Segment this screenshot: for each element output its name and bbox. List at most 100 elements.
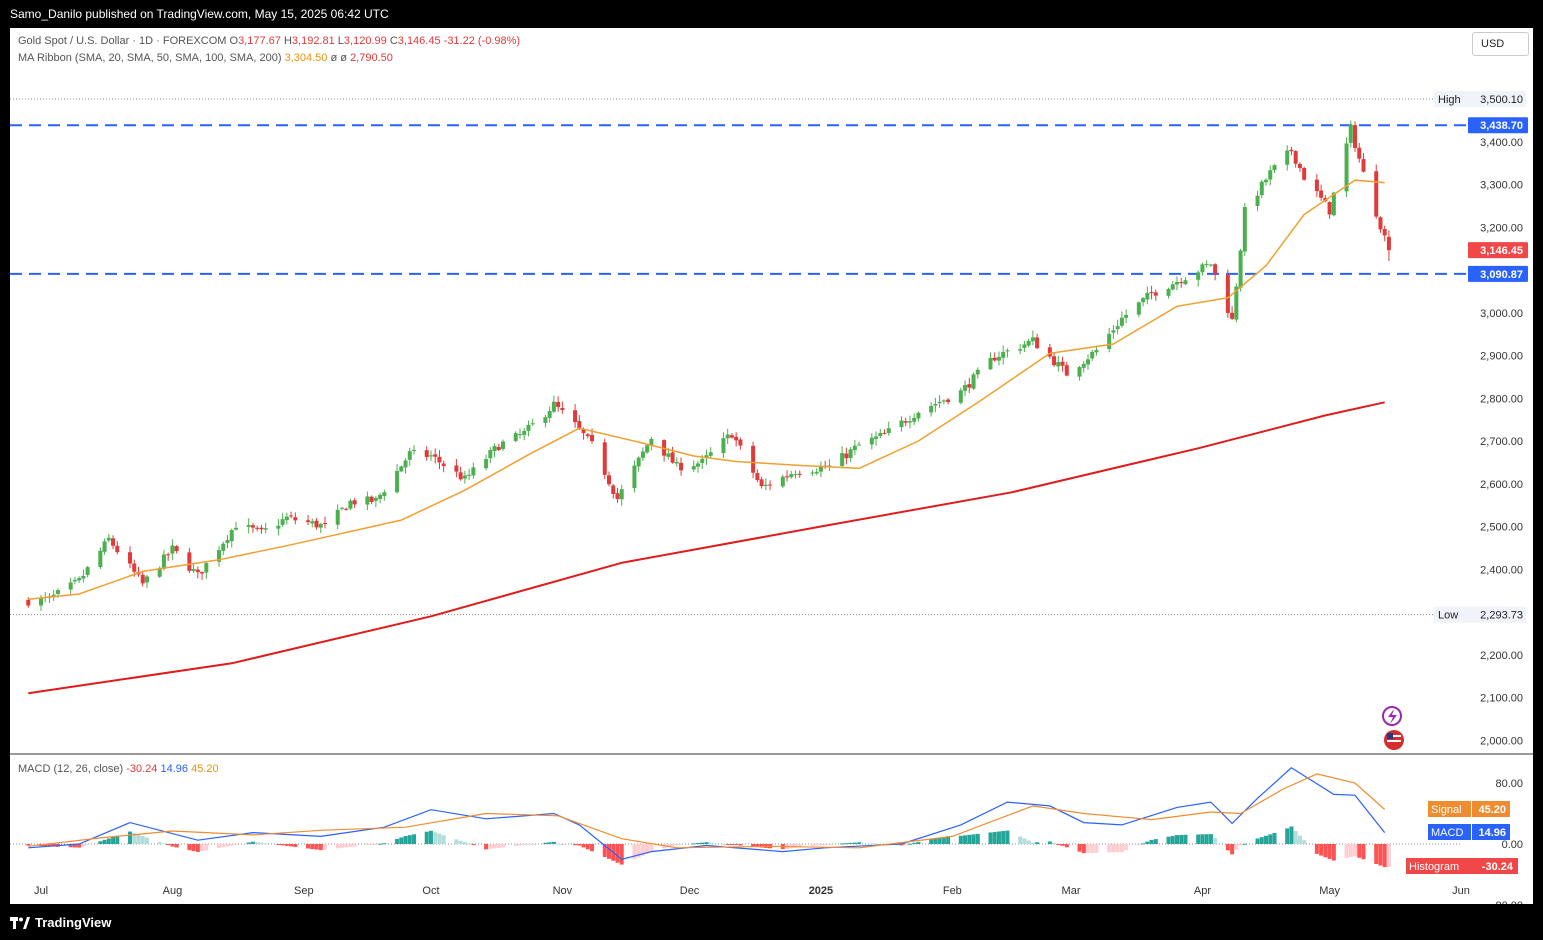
price-tick-label: 2,500.00 xyxy=(1480,522,1523,534)
macd-histogram-bar xyxy=(280,844,285,846)
macd-histogram-bar xyxy=(43,844,48,847)
time-tick-label: Jun xyxy=(1452,885,1470,897)
macd-histogram-bar xyxy=(526,844,531,845)
candle-body xyxy=(916,412,921,419)
candle-body xyxy=(1183,280,1188,285)
candle-body xyxy=(738,439,743,446)
candle-body xyxy=(441,463,446,467)
macd-histogram-bar xyxy=(403,836,408,844)
candle-body xyxy=(250,525,255,528)
macd-histogram-bar xyxy=(140,836,145,844)
histogram-tag-label: Histogram xyxy=(1409,861,1459,873)
macd-axis-top-label: 80.00 xyxy=(1495,778,1523,790)
macd-histogram-bar xyxy=(1035,842,1040,844)
candle-body xyxy=(1353,125,1358,148)
candle-body xyxy=(878,433,883,436)
candle-body xyxy=(755,473,760,481)
price-tick-label: 2,700.00 xyxy=(1480,436,1523,448)
chart-svg[interactable]: 2,000.002,100.002,200.002,300.002,400.00… xyxy=(10,28,1533,904)
candle-body xyxy=(1297,163,1302,169)
candle-body xyxy=(467,474,472,476)
time-tick-label: Mar xyxy=(1062,885,1081,897)
macd-histogram-bar xyxy=(1094,844,1099,853)
macd-histogram-bar xyxy=(77,844,82,848)
candle-body xyxy=(454,465,459,472)
candle-body xyxy=(530,423,535,425)
price-tick-label: 3,400.00 xyxy=(1480,137,1523,149)
candle-body xyxy=(1293,151,1298,164)
candle-body xyxy=(1213,264,1218,274)
candle-body xyxy=(1081,363,1086,368)
macd-histogram-bar xyxy=(462,842,467,844)
candle-body xyxy=(899,420,904,428)
macd-histogram-bar xyxy=(912,842,917,844)
candle-body xyxy=(195,569,200,573)
macd-histogram-bar xyxy=(827,844,832,845)
macd-histogram-bar xyxy=(679,844,684,845)
macd-histogram-bar xyxy=(522,844,527,846)
macd-histogram-bar xyxy=(543,842,548,844)
candle-body xyxy=(1115,326,1120,330)
candle-body xyxy=(789,474,794,478)
close-value: 3,146.45 xyxy=(397,35,441,47)
candle-body xyxy=(517,434,522,436)
macd-histogram-bar xyxy=(734,844,739,846)
candle-body xyxy=(306,520,311,523)
macd-histogram-bar xyxy=(1018,836,1023,844)
candle-body xyxy=(1242,207,1247,252)
candle-body xyxy=(1136,302,1141,315)
candle-body xyxy=(280,519,285,525)
candle-body xyxy=(840,453,845,467)
candle-body xyxy=(1374,171,1379,217)
candle-body xyxy=(963,385,968,391)
macd-histogram-bar xyxy=(852,842,857,844)
candle-body xyxy=(1302,167,1307,180)
macd-histogram-bar xyxy=(971,834,976,844)
candle-body xyxy=(929,405,934,413)
macd-histogram-bar xyxy=(166,844,171,846)
macd-histogram-bar xyxy=(98,841,103,844)
candle-body xyxy=(1289,149,1294,152)
candle-body xyxy=(157,568,162,577)
macd-histogram-bar xyxy=(132,833,137,844)
macd-histogram-bar xyxy=(840,843,845,845)
macd-histogram-bar xyxy=(407,835,412,844)
macd-axis-bottom-label: -80.00 xyxy=(1492,900,1523,904)
macd-legend: MACD (12, 26, close) -30.24 14.96 45.20 xyxy=(18,763,219,775)
candle-body xyxy=(98,550,103,568)
candle-body xyxy=(907,421,912,423)
macd-histogram-bar xyxy=(1386,844,1391,868)
tradingview-logo[interactable]: TradingView xyxy=(10,915,111,930)
candle-body xyxy=(640,451,645,458)
macd-histogram-bar xyxy=(1056,844,1061,845)
time-tick-label: Oct xyxy=(422,885,439,897)
candle-body xyxy=(666,453,671,457)
candle-body xyxy=(428,455,433,457)
candle-body xyxy=(471,467,476,476)
macd-histogram-bar xyxy=(157,842,162,844)
candle-body xyxy=(721,438,726,454)
macd-histogram-bar xyxy=(1289,826,1294,844)
macd-axis-zero-label: 0.00 xyxy=(1502,839,1523,851)
candle-body xyxy=(679,462,684,471)
macd-histogram-bar xyxy=(1327,844,1332,859)
candle-body xyxy=(246,525,251,527)
macd-histogram-bar xyxy=(1145,841,1150,844)
candle-body xyxy=(68,582,73,590)
price-tick-label: 2,200.00 xyxy=(1480,650,1523,662)
chart-area[interactable]: 2,000.002,100.002,200.002,300.002,400.00… xyxy=(10,28,1533,904)
signal-line xyxy=(28,773,1386,849)
candle-body xyxy=(365,496,370,505)
macd-histogram-bar xyxy=(1319,844,1324,856)
time-tick-label: Feb xyxy=(943,885,962,897)
macd-histogram-bar xyxy=(946,836,951,844)
candle-body xyxy=(39,597,43,606)
macd-histogram-bar xyxy=(513,844,518,847)
candle-body xyxy=(318,524,323,528)
candle-body xyxy=(314,520,319,528)
candle-body xyxy=(1153,292,1158,296)
candle-body xyxy=(696,463,701,467)
candle-body xyxy=(1200,264,1205,273)
time-tick-label: Jul xyxy=(34,885,48,897)
currency-selector[interactable]: USD xyxy=(1472,32,1529,56)
